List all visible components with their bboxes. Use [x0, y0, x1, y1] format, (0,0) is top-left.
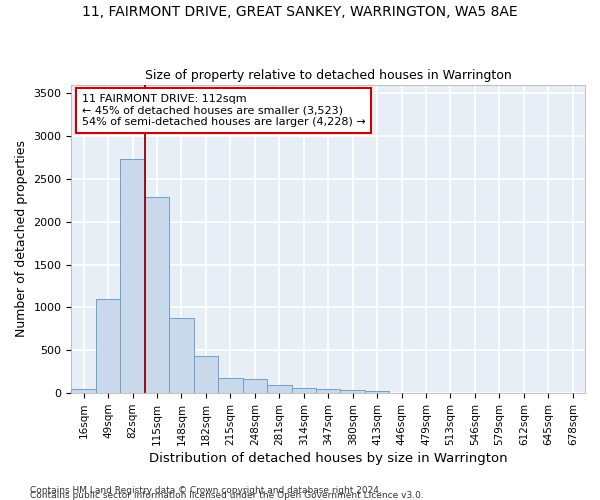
- Bar: [145, 197, 169, 393]
- Bar: [121, 159, 145, 393]
- Text: Contains public sector information licensed under the Open Government Licence v3: Contains public sector information licen…: [30, 491, 424, 500]
- Bar: [340, 390, 365, 393]
- Y-axis label: Number of detached properties: Number of detached properties: [15, 140, 28, 338]
- Bar: [242, 378, 267, 393]
- Text: 11 FAIRMONT DRIVE: 112sqm
← 45% of detached houses are smaller (3,523)
54% of se: 11 FAIRMONT DRIVE: 112sqm ← 45% of detac…: [82, 94, 365, 127]
- Bar: [96, 299, 121, 393]
- Title: Size of property relative to detached houses in Warrington: Size of property relative to detached ho…: [145, 69, 512, 82]
- Bar: [218, 378, 242, 393]
- Bar: [267, 386, 292, 393]
- Bar: [292, 388, 316, 393]
- Bar: [194, 356, 218, 393]
- Text: 11, FAIRMONT DRIVE, GREAT SANKEY, WARRINGTON, WA5 8AE: 11, FAIRMONT DRIVE, GREAT SANKEY, WARRIN…: [82, 5, 518, 19]
- Bar: [169, 318, 194, 393]
- Bar: [316, 389, 340, 393]
- X-axis label: Distribution of detached houses by size in Warrington: Distribution of detached houses by size …: [149, 452, 508, 465]
- Bar: [365, 391, 389, 393]
- Bar: [71, 389, 96, 393]
- Text: Contains HM Land Registry data © Crown copyright and database right 2024.: Contains HM Land Registry data © Crown c…: [30, 486, 382, 495]
